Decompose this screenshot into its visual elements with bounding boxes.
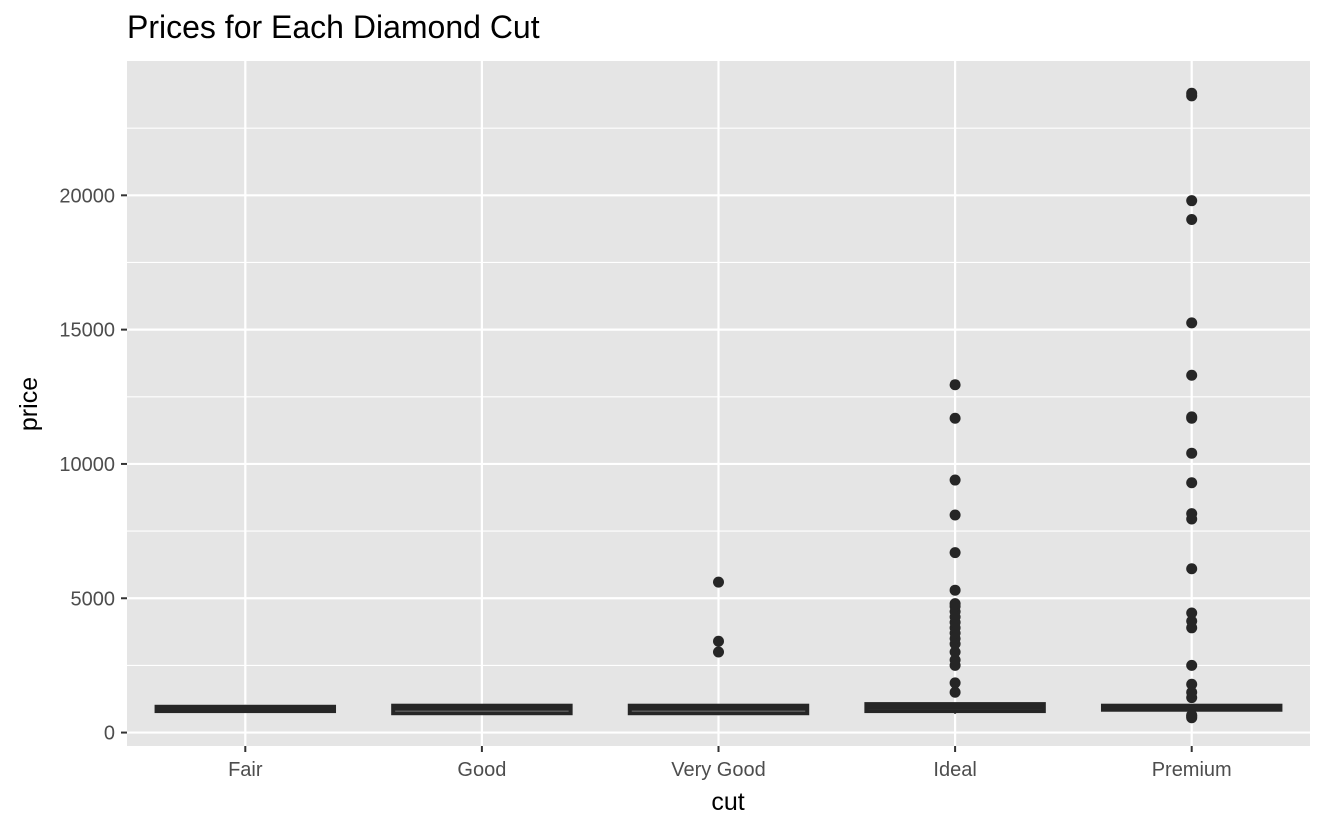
y-tick-label: 20000	[59, 185, 115, 207]
y-tick-label: 10000	[59, 454, 115, 476]
outlier-point	[713, 635, 724, 647]
outlier-point	[949, 412, 961, 424]
outlier-point	[949, 598, 961, 610]
outlier-point	[1186, 563, 1198, 575]
boxes	[154, 702, 1283, 718]
outlier-point	[1186, 447, 1198, 459]
y-axis-title: price	[15, 377, 43, 431]
outlier-point	[1186, 477, 1198, 489]
outlier-point	[1186, 615, 1198, 627]
outlier-point	[1186, 369, 1198, 381]
grid-major	[127, 61, 1310, 746]
outlier-point	[1186, 317, 1198, 329]
box-ideal	[864, 702, 1046, 714]
outlier-point	[949, 646, 961, 658]
x-tick-label: Premium	[1152, 759, 1232, 781]
outlier-point	[949, 509, 961, 521]
chart-title: Prices for Each Diamond Cut	[127, 9, 540, 45]
box-very-good	[627, 703, 810, 716]
outlier-point	[713, 576, 724, 588]
outlier-point	[1186, 87, 1198, 99]
y-tick-label: 5000	[71, 588, 116, 610]
y-tick-label: 15000	[59, 320, 115, 342]
outlier-point	[949, 474, 961, 486]
x-tick-label: Very Good	[671, 759, 766, 781]
x-tick-label: Ideal	[933, 759, 976, 781]
x-axis-title: cut	[711, 788, 744, 816]
outlier-point	[1186, 659, 1198, 671]
box-fair	[154, 704, 337, 714]
outlier-point	[949, 654, 961, 666]
y-axis: 0 5000 10000 15000 20000	[59, 185, 127, 745]
outlier-point	[949, 677, 961, 689]
x-axis: Fair Good Very Good Ideal Premium	[228, 746, 1232, 781]
outlier-point	[949, 547, 961, 559]
outlier-point	[1186, 195, 1198, 207]
y-tick-label: 0	[104, 723, 115, 745]
outlier-point	[1186, 411, 1198, 423]
outlier-point	[949, 686, 961, 698]
outliers	[713, 87, 1198, 724]
outlier-point	[1186, 213, 1198, 225]
outlier-point	[1186, 508, 1198, 520]
outlier-point	[949, 379, 961, 391]
x-tick-label: Fair	[228, 759, 263, 781]
outlier-point	[713, 646, 724, 658]
box-good	[391, 703, 573, 716]
outlier-point	[949, 584, 961, 596]
outlier-point	[1186, 709, 1198, 721]
outlier-point	[1186, 686, 1198, 698]
outlier-point	[1186, 678, 1198, 690]
outlier-point	[1186, 607, 1198, 619]
x-tick-label: Good	[457, 759, 506, 781]
